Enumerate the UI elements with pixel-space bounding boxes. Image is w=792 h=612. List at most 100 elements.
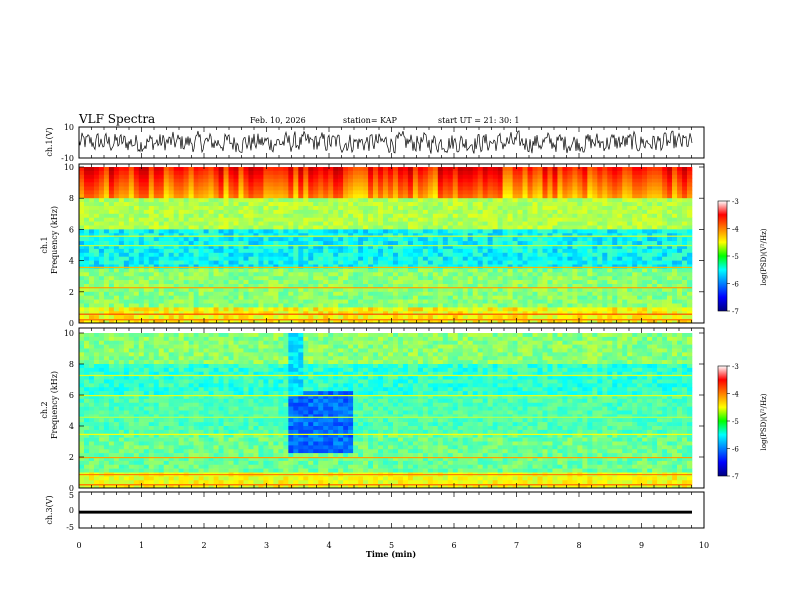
spectrogram-cell xyxy=(153,198,160,203)
spectrogram-cell xyxy=(567,225,573,230)
spectrogram-cell xyxy=(358,229,364,234)
spectrogram-cell xyxy=(368,206,374,211)
spectrogram-cell xyxy=(422,264,429,269)
spectrogram-cell xyxy=(547,217,553,222)
spectrogram-cell xyxy=(188,280,194,285)
spectrogram-cell xyxy=(457,299,464,304)
spectrogram-cell xyxy=(407,252,414,257)
spectrogram-cell xyxy=(118,233,125,238)
spectrogram-cell xyxy=(612,198,618,203)
spectrogram-cell xyxy=(667,307,673,312)
spectrogram-cell xyxy=(208,319,214,324)
spectrogram-cell xyxy=(602,303,608,308)
spectrogram-cell xyxy=(293,252,299,257)
spectrogram-cell xyxy=(467,307,474,312)
spectrogram-cell xyxy=(103,233,110,238)
spectrogram-cell xyxy=(392,174,399,179)
spectrogram-cell xyxy=(527,198,533,203)
spectrogram-cell xyxy=(477,170,483,176)
spectrogram-cell xyxy=(153,170,160,176)
spectrogram-cell xyxy=(617,264,623,269)
spectrogram-cell xyxy=(417,229,424,234)
spectrogram-cell xyxy=(532,190,538,195)
spectrogram-cell xyxy=(467,280,474,285)
spectrogram-cell xyxy=(647,272,653,277)
spectrogram-cell xyxy=(373,276,379,281)
spectrogram-cell xyxy=(512,178,518,183)
spectrogram-cell xyxy=(437,252,444,257)
spectrogram-cell xyxy=(442,280,449,285)
spectrogram-cell xyxy=(407,198,414,203)
spectrogram-cell xyxy=(333,182,339,187)
spectrogram-cell xyxy=(592,170,598,176)
spectrogram-cell xyxy=(228,295,234,300)
spectrogram-cell xyxy=(477,252,483,257)
spectrogram-cell xyxy=(243,287,249,293)
spectrogram-cell xyxy=(562,252,568,257)
spectrogram-cell xyxy=(457,268,464,273)
spectrogram-cell xyxy=(343,291,349,296)
spectrogram-cell xyxy=(387,241,394,246)
spectrogram-cell xyxy=(233,299,239,304)
spectrogram-cell xyxy=(542,202,548,207)
spectrogram-cell xyxy=(542,229,548,234)
spectrogram-cell xyxy=(253,264,259,269)
spectrogram-cell xyxy=(243,268,249,273)
spectrogram-cell xyxy=(607,237,613,242)
spectrogram-cell xyxy=(622,221,628,226)
spectrogram-cell xyxy=(248,198,254,203)
spectrogram-cell xyxy=(562,233,568,238)
spectrogram-cell xyxy=(228,276,234,281)
spectrogram-cell xyxy=(462,272,469,277)
spectrogram-cell xyxy=(482,198,488,203)
spectrogram-cell xyxy=(138,217,145,222)
spectrogram-cell xyxy=(542,225,548,230)
spectrogram-cell xyxy=(343,190,349,195)
spectrogram-cell xyxy=(482,213,488,218)
spectrogram-cell xyxy=(173,241,179,246)
spectrogram-cell xyxy=(378,276,384,281)
spectrogram-cell xyxy=(537,225,543,230)
spectrogram-cell xyxy=(642,221,648,226)
spectrogram-cell xyxy=(677,221,683,226)
spectrogram-cell xyxy=(597,248,603,254)
spectrogram-cell xyxy=(427,280,434,285)
spectrogram-cell xyxy=(133,233,140,238)
spectrogram-cell xyxy=(467,167,474,172)
spectrogram-cell xyxy=(462,248,469,254)
spectrogram-cell xyxy=(188,182,194,187)
spectrogram-cell xyxy=(163,190,169,195)
spectrogram-cell xyxy=(432,217,439,222)
spectrogram-cell xyxy=(537,209,543,215)
spectrogram-cell xyxy=(477,233,483,238)
spectrogram-cell xyxy=(387,287,394,293)
spectrogram-cell xyxy=(427,190,434,195)
spectrogram-cell xyxy=(587,198,593,203)
spectrogram-cell xyxy=(557,295,563,300)
spectrogram-cell xyxy=(407,202,414,207)
spectrogram-cell xyxy=(637,252,643,257)
spectrogram-cell xyxy=(318,209,324,215)
spectrogram-cell xyxy=(163,276,169,281)
spectrogram-cell xyxy=(607,299,613,304)
spectrogram-cell xyxy=(472,245,478,250)
spectrogram-cell xyxy=(228,284,234,289)
spectrogram-cell xyxy=(353,178,359,183)
spectrogram-cell xyxy=(213,268,219,273)
spectrogram-cell xyxy=(582,225,588,230)
spectrogram-cell xyxy=(387,295,394,300)
spectrogram-cell xyxy=(507,319,513,324)
spectrogram-cell xyxy=(577,252,583,257)
spectrogram-cell xyxy=(113,217,120,222)
spectrogram-cell xyxy=(592,213,598,218)
spectrogram-cell xyxy=(482,206,488,211)
spectrogram-cell xyxy=(677,186,683,191)
spectrogram-cell xyxy=(243,194,249,199)
spectrogram-cell xyxy=(168,245,174,250)
spectrogram-cell xyxy=(687,170,693,176)
spectrogram-cell xyxy=(323,190,329,195)
spectrogram-cell xyxy=(602,264,608,269)
spectrogram-cell xyxy=(278,303,284,308)
spectrogram-cell xyxy=(467,241,474,246)
spectrogram-cell xyxy=(118,170,125,176)
